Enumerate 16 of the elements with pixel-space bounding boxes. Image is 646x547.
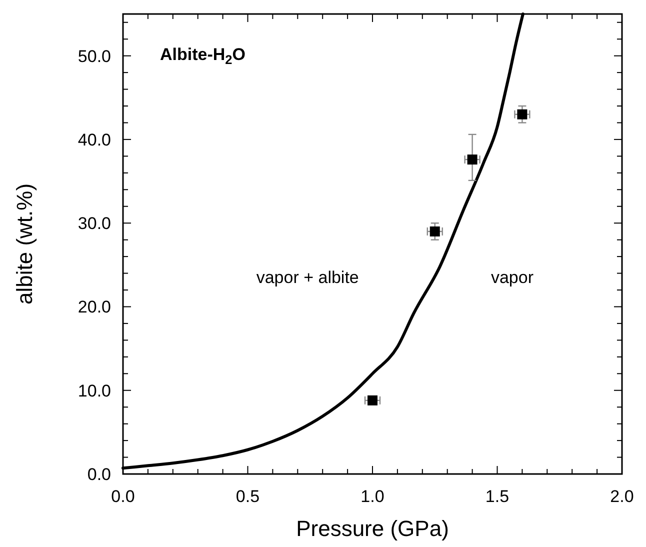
y-tick-label: 10.0 <box>78 381 111 400</box>
y-tick-label: 40.0 <box>78 130 111 150</box>
y-axis-title: albite (wt.%) <box>12 183 37 305</box>
x-tick-label: 1.0 <box>360 487 384 506</box>
y-tick-label: 20.0 <box>78 298 111 317</box>
y-tick-label: 30.0 <box>78 214 111 234</box>
y-tick-label: 0.0 <box>87 464 111 484</box>
x-tick-label: 0.0 <box>111 487 135 506</box>
x-axis-title: Pressure (GPa) <box>296 516 449 541</box>
x-tick-label: 2.0 <box>610 487 634 506</box>
annotation: vapor <box>490 268 534 288</box>
x-tick-label: 1.5 <box>485 487 510 506</box>
annotation: vapor + albite <box>256 268 359 288</box>
x-tick-label: 0.5 <box>236 487 260 506</box>
y-tick-label: 50.0 <box>78 46 111 66</box>
text: Albite-H$_{2}$O <box>160 45 246 67</box>
